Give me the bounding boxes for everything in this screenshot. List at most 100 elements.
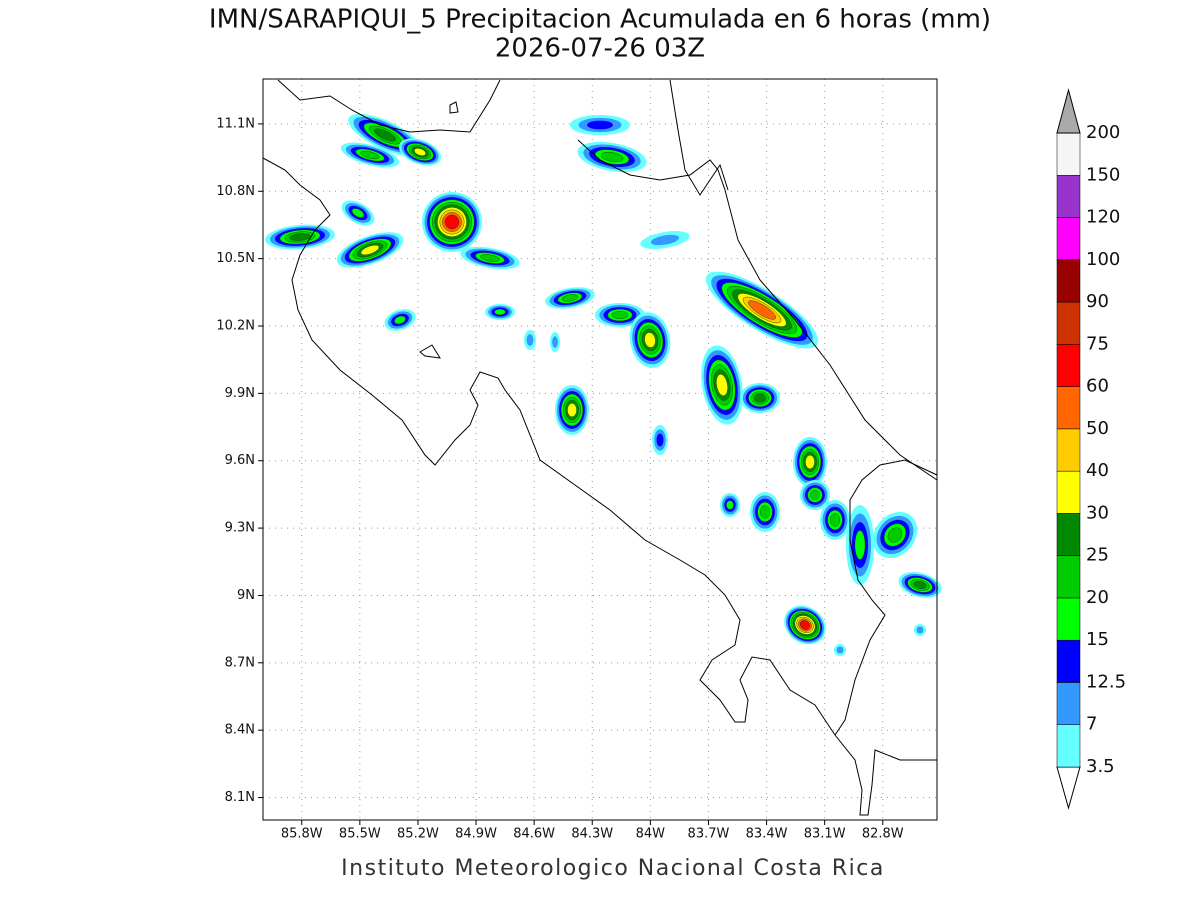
colorbar-segment <box>1056 682 1081 725</box>
colorbar-extension <box>1056 766 1081 810</box>
precip-area <box>836 646 844 654</box>
precip-area <box>600 151 624 163</box>
coastlines <box>262 79 938 816</box>
precip-area <box>726 500 734 510</box>
precip-area <box>526 334 534 346</box>
coastline <box>449 101 459 114</box>
plot-frame <box>262 78 938 821</box>
colorbar-segment <box>1056 555 1081 599</box>
colorbar-segment <box>1056 132 1081 176</box>
y-tick-label: 11.1N <box>216 116 255 131</box>
colorbar-label: 25 <box>1086 545 1109 566</box>
precip-area <box>656 433 664 447</box>
colorbar-label: 50 <box>1086 418 1109 439</box>
precip-area <box>587 120 613 130</box>
coastline <box>262 157 937 816</box>
precip-area <box>494 308 506 316</box>
coastline <box>834 459 938 736</box>
colorbar-segment <box>1056 513 1081 556</box>
colorbar-label: 15 <box>1086 629 1109 650</box>
colorbar-segment <box>1056 386 1081 430</box>
colorbar-label: 200 <box>1086 122 1120 143</box>
colorbar: 3.5 7 12.5 15 20 25 30 40 50 60 75 90 100 120 150 200 <box>1056 88 1126 810</box>
precip-area <box>414 148 426 156</box>
colorbar-segment <box>1056 428 1081 472</box>
precipitation-field <box>265 113 942 656</box>
precip-area <box>916 626 924 634</box>
precip-area <box>644 332 656 348</box>
colorbar-label: 40 <box>1086 460 1109 481</box>
colorbar-segment <box>1056 175 1081 218</box>
precip-area <box>552 336 558 348</box>
precip-area <box>360 244 380 256</box>
precip-area <box>760 505 771 519</box>
precip-area <box>887 527 903 543</box>
precip-area <box>830 513 841 527</box>
precip-area <box>805 455 815 469</box>
axes: 85.8W 85.5W 85.2W 84.9W 84.6W 84.3W 84W 83.7W 83… <box>216 116 903 841</box>
colorbar-segment <box>1056 724 1081 768</box>
subtitle: 2026-07-26 03Z <box>495 34 705 64</box>
precip-area <box>561 294 579 302</box>
precip-area <box>753 393 767 403</box>
y-tick-label: 9.3N <box>225 521 255 536</box>
y-tick-label: 10.2N <box>216 319 255 334</box>
precip-area <box>611 310 629 320</box>
precip-area <box>360 150 380 160</box>
precip-area <box>748 300 776 320</box>
colorbar-segment <box>1056 470 1081 514</box>
x-tick-label: 84.3W <box>571 827 613 842</box>
coastline <box>277 79 501 133</box>
x-tick-label: 85.5W <box>339 827 381 842</box>
colorbar-segment <box>1056 217 1081 261</box>
x-tick-label: 84.6W <box>513 827 555 842</box>
precip-area <box>716 374 728 396</box>
colorbar-label: 100 <box>1086 249 1120 270</box>
title: IMN/SARAPIQUI_5 Precipitacion Acumulada … <box>209 5 991 35</box>
precip-area <box>799 620 811 630</box>
precip-area <box>374 128 396 142</box>
y-tick-label: 9N <box>237 588 255 603</box>
x-tick-label: 82.8W <box>862 827 904 842</box>
colorbar-extension <box>1056 88 1081 134</box>
precip-area <box>444 214 460 230</box>
colorbar-segment <box>1056 344 1081 387</box>
colorbar-segment <box>1056 639 1081 683</box>
grid <box>263 79 937 820</box>
colorbar-label: 120 <box>1086 207 1120 228</box>
coastline <box>669 79 729 196</box>
coastline <box>419 344 441 359</box>
precip-area <box>854 530 866 560</box>
colorbar-segment <box>1056 301 1081 345</box>
colorbar-label: 75 <box>1086 333 1109 354</box>
x-tick-label: 84W <box>636 827 666 842</box>
precip-area <box>351 208 365 218</box>
footer: Instituto Meteorologico Nacional Costa R… <box>341 856 885 881</box>
y-tick-label: 8.1N <box>225 790 255 805</box>
colorbar-label: 60 <box>1086 376 1109 397</box>
x-tick-label: 85.2W <box>397 827 439 842</box>
x-tick-label: 83.1W <box>804 827 846 842</box>
y-tick-label: 8.7N <box>225 655 255 670</box>
y-tick-label: 10.5N <box>216 251 255 266</box>
precip-area <box>567 403 577 417</box>
x-tick-label: 85.8W <box>281 827 323 842</box>
x-tick-label: 83.7W <box>688 827 730 842</box>
x-tick-label: 84.9W <box>455 827 497 842</box>
precip-area <box>480 254 500 262</box>
precip-area <box>394 315 406 325</box>
y-tick-label: 10.8N <box>216 184 255 199</box>
precip-area <box>810 490 821 501</box>
coastline <box>577 139 938 481</box>
colorbar-label: 90 <box>1086 291 1109 312</box>
colorbar-segment <box>1056 259 1081 303</box>
y-tick-label: 9.6N <box>225 453 255 468</box>
y-tick-label: 8.4N <box>225 723 255 738</box>
colorbar-segment <box>1056 597 1081 641</box>
colorbar-label: 3.5 <box>1086 756 1115 777</box>
precip-area <box>913 581 927 589</box>
colorbar-label: 7 <box>1086 714 1097 735</box>
colorbar-label: 20 <box>1086 587 1109 608</box>
precip-area <box>289 233 311 241</box>
